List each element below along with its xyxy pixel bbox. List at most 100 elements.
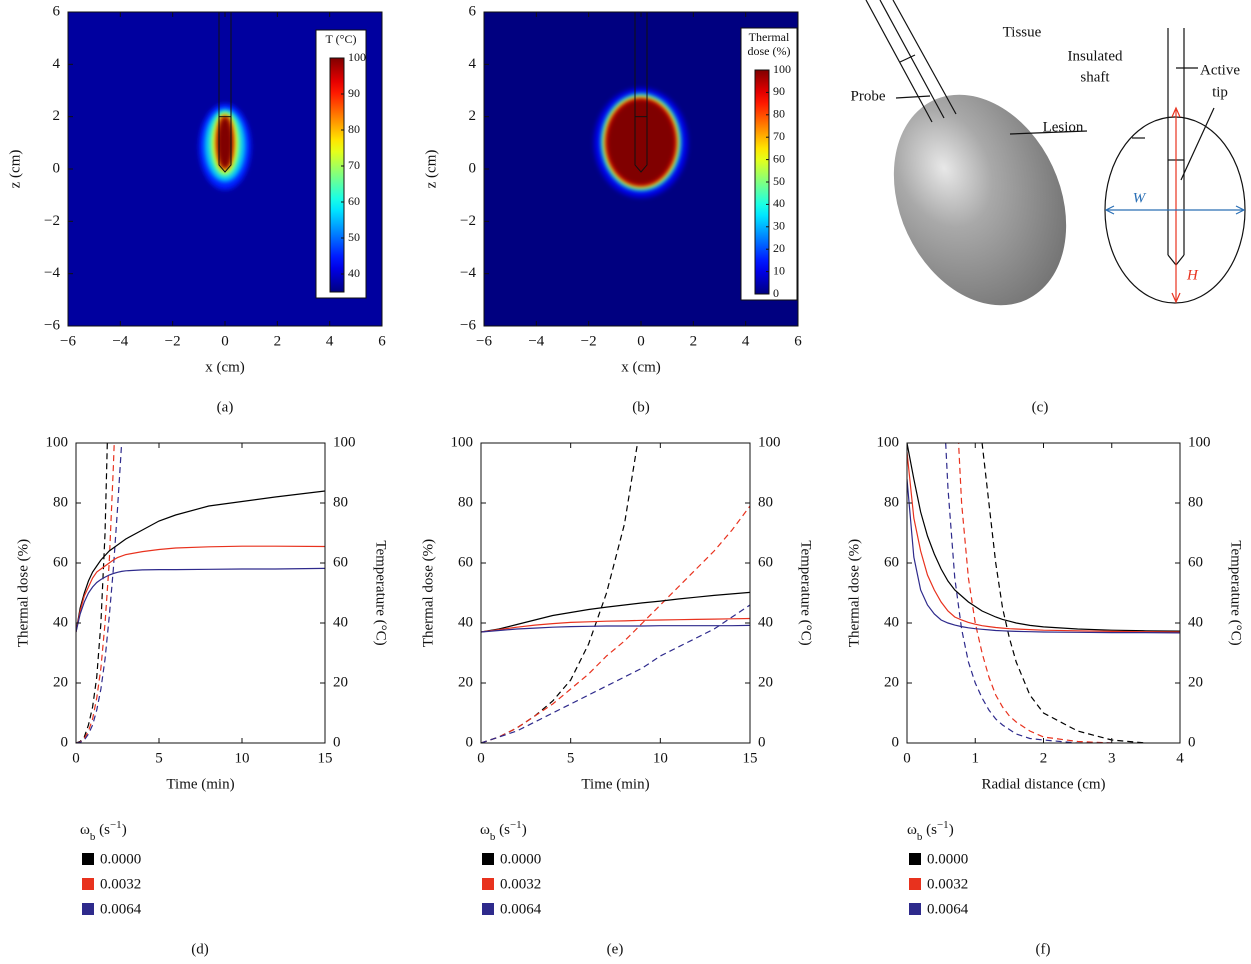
y2-tick-label: 0 [1188,734,1196,750]
x-tick-label: 4 [742,333,750,349]
legend-swatch [482,903,494,915]
diagram-label: tip [1212,84,1228,100]
caption: (d) [191,941,209,957]
y-tick-label: 20 [458,674,473,690]
y2-tick-label: 100 [333,434,356,450]
y-tick-label: −6 [44,317,60,333]
y2-axis-label: Temperature (°C) [798,540,814,645]
y2-tick-label: 20 [333,674,348,690]
y-tick-label: 20 [53,674,68,690]
legend-label: 0.0000 [500,851,541,867]
x-tick-label: 0 [221,333,229,349]
lesion-shape [893,94,1067,306]
x-tick-label: 2 [690,333,698,349]
series-line [76,443,115,743]
series-line [907,478,1180,634]
series-line [76,567,325,633]
y-tick-label: 100 [877,434,900,450]
colorbar-tick-label: 60 [348,194,360,208]
series-line [76,490,325,633]
x-tick-label: −4 [528,333,544,349]
arrow-head [1235,205,1246,215]
x-tick-label: −6 [476,333,492,349]
x-tick-label: 10 [235,750,250,766]
y-tick-label: 80 [884,494,899,510]
legend-swatch [909,853,921,865]
x-tick-label: 3 [1108,750,1116,766]
y-tick-label: 80 [458,494,473,510]
colorbar-tick-label: 50 [348,230,360,244]
colorbar-tick-label: 60 [773,151,785,165]
series-line [481,505,750,743]
y-tick-label: 2 [469,108,477,124]
y-tick-label: −6 [460,317,476,333]
colorbar-tick-label: 70 [773,129,785,143]
y-tick-label: 6 [469,3,477,19]
probe-joint [899,54,916,63]
x-tick-label: 6 [378,333,386,349]
diagram-label: Active [1200,62,1240,78]
series-line [945,443,1112,743]
caption: (c) [1032,399,1049,415]
legend-swatch [82,878,94,890]
y-axis-label: Thermal dose (%) [420,539,436,647]
y-tick-label: 100 [46,434,69,450]
y2-axis-label: Temperature (°C) [1228,540,1244,645]
colorbar-tick-label: 70 [348,158,360,172]
legend-label: 0.0032 [927,876,968,892]
y2-tick-label: 0 [758,734,766,750]
legend-title-part: ω [480,822,490,838]
y-tick-label: 0 [892,734,900,750]
diagram-label: Lesion [1043,119,1084,135]
colorbar-tick-label: 80 [773,107,785,121]
plot-frame [906,442,1181,744]
x-tick-label: 6 [794,333,802,349]
x-tick-label: −2 [581,333,597,349]
colorbar-tick-label: 40 [773,196,785,210]
contour [217,116,233,169]
y2-tick-label: 20 [758,674,773,690]
legend-title-part: ) [522,822,527,838]
colorbar-tick-label: 100 [773,62,791,76]
x-tick-label: −6 [60,333,76,349]
plot-frame [67,11,383,327]
legend-label: 0.0032 [500,876,541,892]
legend-title: ωb (s−1) [480,819,527,843]
y2-tick-label: 100 [1188,434,1211,450]
colorbar-tick-label: 10 [773,263,785,277]
x-tick-label: 2 [274,333,282,349]
plot-lines [907,443,1180,743]
y-axis-label: z (cm) [423,150,439,189]
arrow-head [1171,106,1181,118]
colorbar-tick-label: 30 [773,219,785,233]
plot-lines [76,443,325,743]
colorbar-tick-label: 0 [773,286,779,300]
y2-tick-label: 40 [758,614,773,630]
y-tick-label: −2 [460,213,476,229]
y-tick-label: 6 [53,3,61,19]
caption: (b) [632,399,650,415]
y-tick-label: −4 [460,265,476,281]
diagram-label: Probe [851,88,886,104]
series-line [981,443,1146,743]
y-axis-label: z (cm) [7,150,23,189]
caption: (f) [1036,941,1051,957]
x-axis-label: Time (min) [166,776,234,792]
legend-title-part: (s [922,822,937,838]
series-line [481,617,750,633]
plot-lines [481,443,750,743]
series-line [481,443,639,743]
diagram-label: Tissue [1003,24,1042,40]
legend-swatch [482,878,494,890]
arrow-head [1171,292,1181,304]
legend-title-part: b [490,831,496,843]
y-tick-label: 0 [466,734,474,750]
colorbar-tick-label: 90 [773,84,785,98]
caption: (a) [217,399,234,415]
legend-title-part: (s [95,822,110,838]
legend-label: 0.0032 [100,876,141,892]
arrow-head [1104,205,1115,215]
x-tick-label: −2 [165,333,181,349]
